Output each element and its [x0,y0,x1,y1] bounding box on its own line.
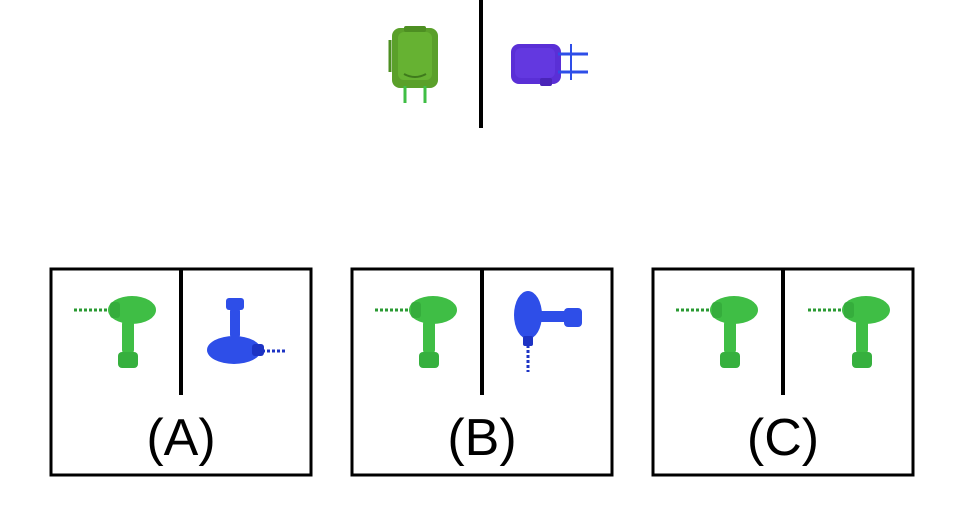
option-c-label: (C) [746,409,820,467]
option-b-label: (B) [447,409,517,467]
drill-green-icon [806,294,892,370]
option-c[interactable] [651,267,915,477]
backpack-green-front-icon [388,26,438,103]
backpack-purple-side-icon [511,44,588,86]
drill-blue-rotated-icon [207,298,287,364]
option-a[interactable] [49,267,313,477]
drill-green-icon [72,294,158,370]
option-b[interactable] [350,267,614,477]
option-a-label: (A) [146,409,216,467]
drill-green-icon [674,294,760,370]
drill-blue-rotated-icon [514,291,582,372]
drill-green-icon [373,294,459,370]
reference-pair [388,0,588,128]
